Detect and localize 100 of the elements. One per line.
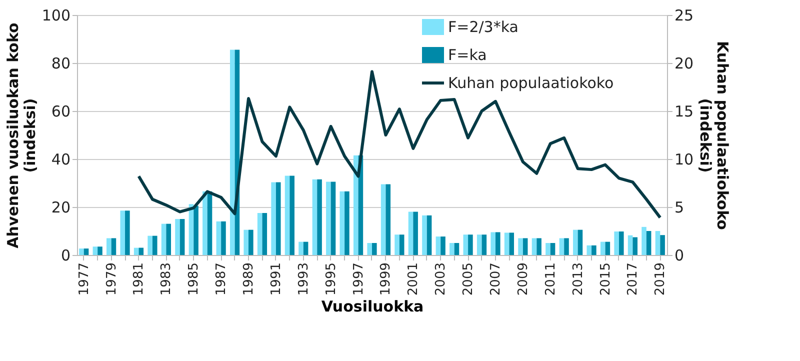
bar <box>468 234 473 255</box>
bar <box>271 182 276 255</box>
bar <box>380 184 386 255</box>
bar <box>632 237 638 255</box>
bar <box>463 234 468 255</box>
bar <box>600 242 606 255</box>
x-tick-label: 1977 <box>76 262 92 296</box>
x-tick-label: 1991 <box>268 262 284 296</box>
bar <box>175 219 180 255</box>
x-tick-label: 1989 <box>242 262 257 296</box>
bar <box>98 246 102 255</box>
bar <box>298 242 304 255</box>
bar <box>440 236 446 255</box>
bar <box>532 238 537 255</box>
bar <box>134 248 139 255</box>
bar <box>340 191 345 255</box>
bar <box>546 243 550 255</box>
bar <box>221 221 226 255</box>
bar <box>372 243 377 255</box>
x-tick-label: 2007 <box>488 262 504 296</box>
x-tick-label: 1997 <box>351 262 366 296</box>
bar <box>605 242 610 255</box>
x-tick-label: 2003 <box>434 262 449 296</box>
bar <box>495 232 500 255</box>
bar <box>559 238 564 255</box>
bar <box>120 210 126 255</box>
legend-label: F=ka <box>448 46 487 64</box>
bar <box>161 224 166 255</box>
x-tick-label: 2005 <box>461 262 476 296</box>
line-series <box>137 70 662 220</box>
bar <box>148 236 152 255</box>
bar <box>436 236 441 255</box>
x-tick-label: 2013 <box>570 262 586 296</box>
x-tick-label: 2017 <box>626 262 641 296</box>
bar <box>317 179 322 255</box>
bar <box>518 238 523 255</box>
bar <box>330 182 336 255</box>
bar <box>394 234 400 255</box>
bar <box>303 242 308 255</box>
bar <box>642 226 646 255</box>
bar <box>230 50 235 255</box>
y2-tick-label: 10 <box>674 150 694 168</box>
bar <box>180 219 185 255</box>
y-tick-label: 80 <box>51 54 70 72</box>
y2-tick-label: 5 <box>674 198 684 216</box>
x-tick-label: 1979 <box>104 262 120 296</box>
y2-axis-title: Kuhan populaatiokoko (indeksi) <box>696 41 732 230</box>
y-tick-label: 60 <box>51 102 70 120</box>
y2-tick-label: 25 <box>674 6 694 24</box>
bar <box>262 213 268 255</box>
bar <box>216 221 222 255</box>
y2-tick-label: 0 <box>674 246 684 264</box>
bar <box>618 231 624 255</box>
y2-tick-label: 15 <box>674 102 694 120</box>
bar <box>646 231 652 255</box>
bar <box>92 246 98 255</box>
bar <box>536 238 542 255</box>
bar <box>386 184 391 255</box>
bar <box>586 245 592 255</box>
bar <box>482 234 487 255</box>
bar <box>276 182 281 255</box>
x-tick-label: 1983 <box>159 262 174 296</box>
bar <box>422 215 427 255</box>
bar <box>284 176 290 255</box>
x-tick-label: 1995 <box>324 262 339 296</box>
bar <box>476 234 482 255</box>
bar <box>353 155 358 255</box>
bar <box>660 235 665 255</box>
x-tick-label: 2019 <box>653 262 668 296</box>
x-tick-label: 1993 <box>296 262 312 296</box>
y-axis-title: Ahvenen vuosiluokan koko (indeksi) <box>4 22 39 248</box>
y2-tick-label: 20 <box>674 54 694 72</box>
bar <box>248 230 254 255</box>
bar <box>138 248 144 255</box>
bar <box>490 232 496 255</box>
x-axis-title: Vuosiluokka <box>321 298 424 316</box>
bar <box>573 230 578 255</box>
bar <box>578 230 583 255</box>
bar <box>413 212 418 255</box>
bar <box>152 236 158 255</box>
x-tick-label: 1987 <box>214 262 230 296</box>
bar <box>454 243 460 255</box>
legend-label: Kuhan populaatiokoko <box>448 74 614 92</box>
bar <box>106 238 112 255</box>
bar <box>125 210 130 255</box>
x-tick-label: 1981 <box>132 262 147 296</box>
bar <box>614 231 619 255</box>
bar <box>509 232 514 255</box>
x-tick-label: 2011 <box>543 262 558 296</box>
bar <box>522 238 528 255</box>
y-tick-label: 100 <box>42 6 70 24</box>
bar <box>257 213 262 255</box>
bar <box>564 238 569 255</box>
x-tick-label: 2001 <box>406 262 422 296</box>
bar <box>84 248 89 255</box>
bar <box>79 248 84 255</box>
bar <box>202 191 208 255</box>
bar <box>166 224 171 255</box>
bar <box>244 230 249 255</box>
bar <box>344 191 350 255</box>
